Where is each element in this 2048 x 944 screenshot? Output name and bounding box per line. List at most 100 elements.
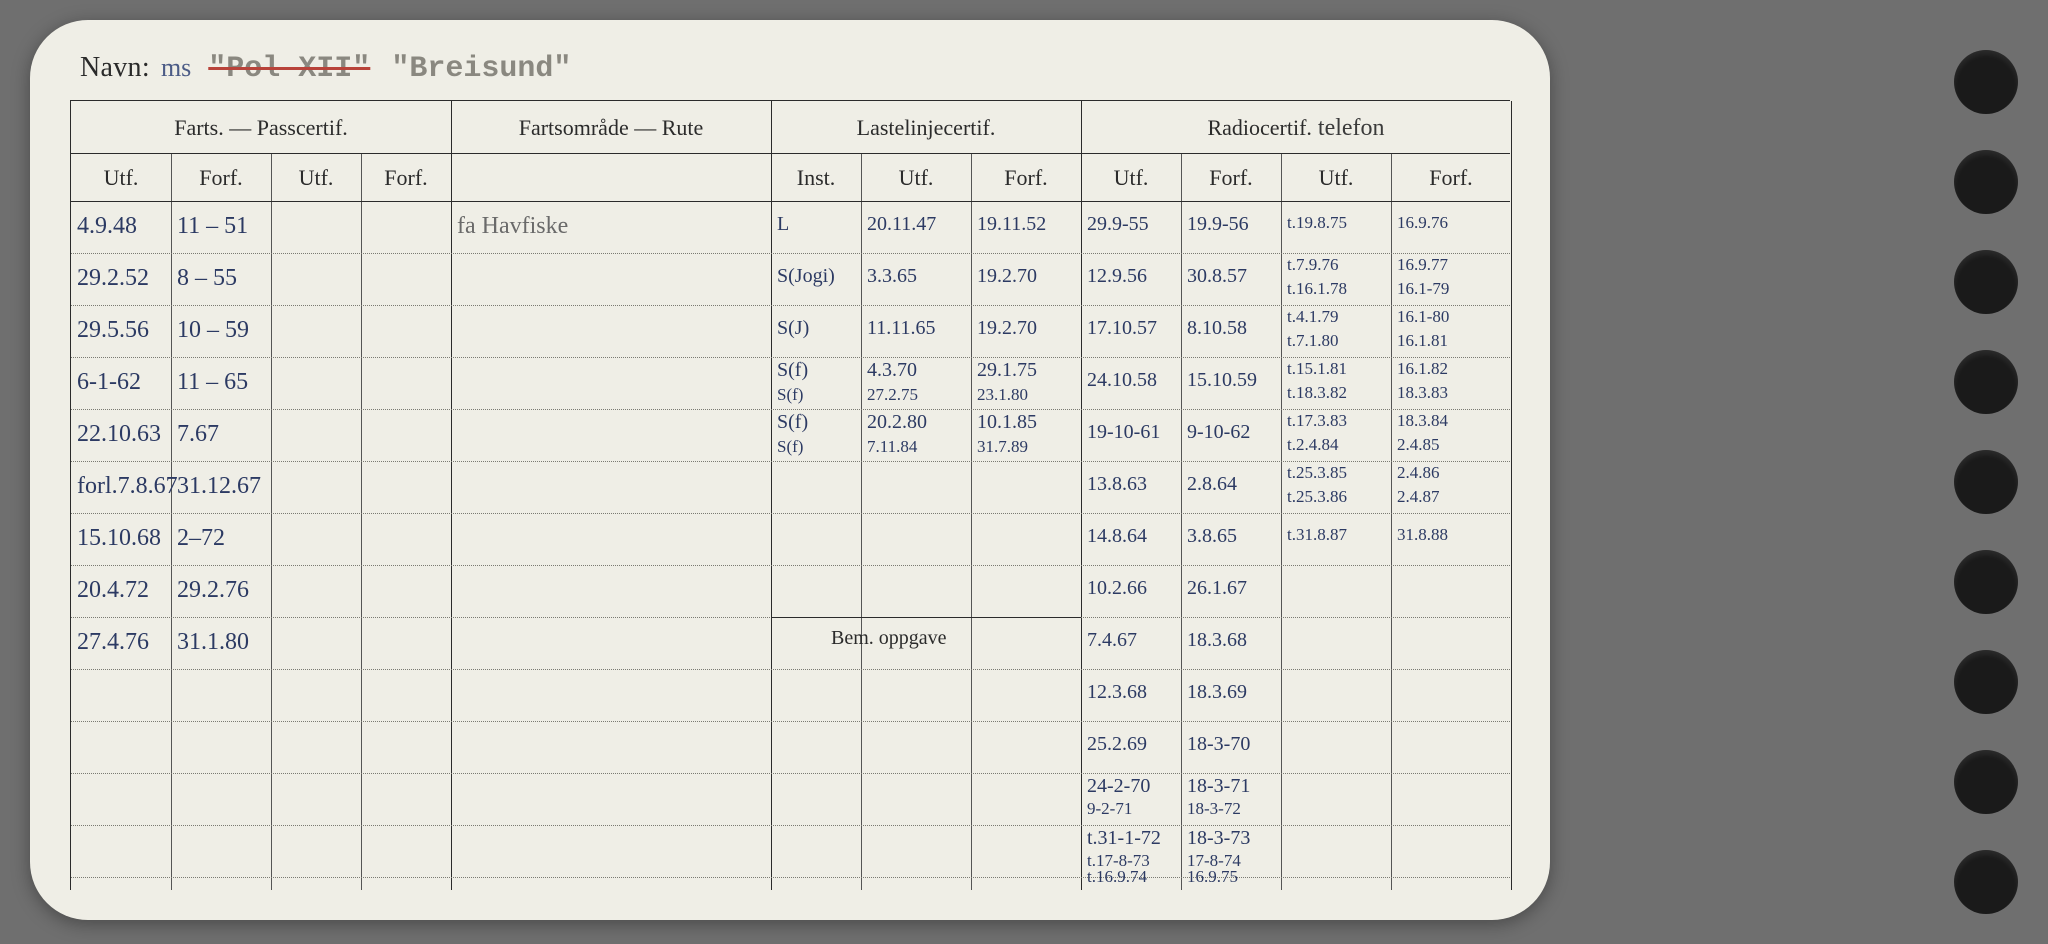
handwritten-entry: t.31-1-72	[1087, 827, 1179, 850]
handwritten-entry: 16.9.76	[1397, 213, 1509, 233]
handwritten-entry: 19.11.52	[977, 213, 1079, 236]
handwritten-entry: 31.12.67	[177, 473, 269, 500]
column-header: Forf.	[1181, 165, 1281, 191]
handwritten-entry: 31.1.80	[177, 629, 269, 656]
handwritten-entry: 18-3-72	[1187, 799, 1279, 819]
handwritten-entry: 7.4.67	[1087, 629, 1179, 652]
binder-punch-hole	[1954, 650, 2018, 714]
handwritten-entry: 11 – 65	[177, 369, 269, 396]
column-header: Inst.	[771, 165, 861, 191]
handwritten-entry: 12.3.68	[1087, 681, 1179, 704]
title-row: Navn: ms "Pol XII" "Breisund"	[80, 52, 571, 86]
handwritten-entry: 25.2.69	[1087, 733, 1179, 756]
handwritten-entry: 2.8.64	[1187, 473, 1279, 496]
handwritten-entry: S(f)	[777, 411, 859, 434]
handwritten-entry: t.18.3.82	[1287, 383, 1389, 403]
handwritten-entry: S(f)	[777, 437, 859, 457]
column-header: Utf.	[271, 165, 361, 191]
handwritten-entry: S(f)	[777, 385, 859, 405]
handwritten-entry: 11.11.65	[867, 317, 969, 340]
handwritten-entry: S(Jogi)	[777, 265, 859, 288]
handwritten-entry: 4.3.70	[867, 359, 969, 382]
handwritten-entry: 20.2.80	[867, 411, 969, 434]
handwritten-entry: t.19.8.75	[1287, 213, 1389, 233]
handwritten-entry: 18.3.84	[1397, 411, 1509, 431]
handwritten-entry: L	[777, 213, 859, 236]
prefix-ms: ms	[161, 53, 191, 82]
handwritten-entry: 20.4.72	[77, 577, 169, 604]
handwritten-entry: 12.9.56	[1087, 265, 1179, 288]
handwritten-entry: 18-3-70	[1187, 733, 1279, 756]
handwritten-entry: 18.3.68	[1187, 629, 1279, 652]
record-grid: Farts. — Passcertif.Fartsområde — RuteLa…	[70, 100, 1510, 890]
handwritten-entry: S(J)	[777, 317, 859, 340]
column-header: Lastelinjecertif.	[771, 115, 1081, 141]
handwritten-entry: 10 – 59	[177, 317, 269, 344]
handwritten-entry: 13.8.63	[1087, 473, 1179, 496]
handwritten-entry: 16.1.82	[1397, 359, 1509, 379]
binder-punch-hole	[1954, 250, 2018, 314]
handwritten-entry: 19.9-56	[1187, 213, 1279, 236]
handwritten-entry: t.16.9.74	[1087, 867, 1179, 887]
handwritten-entry: 7.67	[177, 421, 269, 448]
handwritten-entry: 2.4.85	[1397, 435, 1509, 455]
handwritten-entry: fa Havfiske	[457, 213, 769, 240]
new-name: "Breisund"	[391, 52, 571, 86]
handwritten-entry: t.25.3.85	[1287, 463, 1389, 483]
column-header: Utf.	[71, 165, 171, 191]
handwritten-entry: 11 – 51	[177, 213, 269, 240]
column-header: Utf.	[861, 165, 971, 191]
handwritten-entry: 19-10-61	[1087, 421, 1179, 444]
handwritten-entry: 15.10.59	[1187, 369, 1279, 392]
handwritten-entry: 2.4.86	[1397, 463, 1509, 483]
handwritten-entry: 18-3-71	[1187, 775, 1279, 798]
binder-punch-hole	[1954, 150, 2018, 214]
stage: Navn: ms "Pol XII" "Breisund" Farts. — P…	[0, 0, 2048, 944]
handwritten-entry: 16.9.75	[1187, 867, 1279, 887]
handwritten-entry: 19.2.70	[977, 265, 1079, 288]
binder-punch-hole	[1954, 550, 2018, 614]
handwritten-entry: 24-2-70	[1087, 775, 1179, 798]
binder-punch-hole	[1954, 850, 2018, 914]
handwritten-entry: t.4.1.79	[1287, 307, 1389, 327]
column-header: Forf.	[971, 165, 1081, 191]
handwritten-entry: 22.10.63	[77, 421, 169, 448]
handwritten-entry: t.7.9.76	[1287, 255, 1389, 275]
handwritten-entry: 18-3-73	[1187, 827, 1279, 850]
handwritten-entry: 23.1.80	[977, 385, 1079, 405]
handwritten-entry: 15.10.68	[77, 525, 169, 552]
handwritten-entry: 29.9-55	[1087, 213, 1179, 236]
handwritten-entry: 29.1.75	[977, 359, 1079, 382]
handwritten-entry: 9-10-62	[1187, 421, 1279, 444]
handwritten-entry: 10.2.66	[1087, 577, 1179, 600]
bem-oppgave-label: Bem. oppgave	[831, 627, 947, 650]
column-header: Radiocertif.telefon	[1081, 115, 1511, 142]
handwritten-entry: 29.5.56	[77, 317, 169, 344]
handwritten-entry: 30.8.57	[1187, 265, 1279, 288]
handwritten-entry: 14.8.64	[1087, 525, 1179, 548]
column-header: Utf.	[1081, 165, 1181, 191]
handwritten-entry: 27.4.76	[77, 629, 169, 656]
column-header: Forf.	[361, 165, 451, 191]
handwritten-entry: 7.11.84	[867, 437, 969, 457]
index-card: Navn: ms "Pol XII" "Breisund" Farts. — P…	[30, 20, 1550, 920]
handwritten-entry: t.25.3.86	[1287, 487, 1389, 507]
column-header: Fartsområde — Rute	[451, 115, 771, 141]
handwritten-entry: S(f)	[777, 359, 859, 382]
handwritten-entry: 20.11.47	[867, 213, 969, 236]
binder-punch-hole	[1954, 350, 2018, 414]
handwritten-entry: 2–72	[177, 525, 269, 552]
handwritten-entry: 16.1.81	[1397, 331, 1509, 351]
column-header: Farts. — Passcertif.	[71, 115, 451, 141]
handwritten-entry: 6-1-62	[77, 369, 169, 396]
handwritten-entry: 16.1-80	[1397, 307, 1509, 327]
column-header: Forf.	[171, 165, 271, 191]
handwritten-entry: 9-2-71	[1087, 799, 1179, 819]
handwritten-entry: 3.8.65	[1187, 525, 1279, 548]
handwritten-entry: 27.2.75	[867, 385, 969, 405]
binder-punch-hole	[1954, 450, 2018, 514]
handwritten-entry: t.7.1.80	[1287, 331, 1389, 351]
handwritten-entry: 16.9.77	[1397, 255, 1509, 275]
handwritten-entry: 16.1-79	[1397, 279, 1509, 299]
handwritten-entry: 18.3.83	[1397, 383, 1509, 403]
